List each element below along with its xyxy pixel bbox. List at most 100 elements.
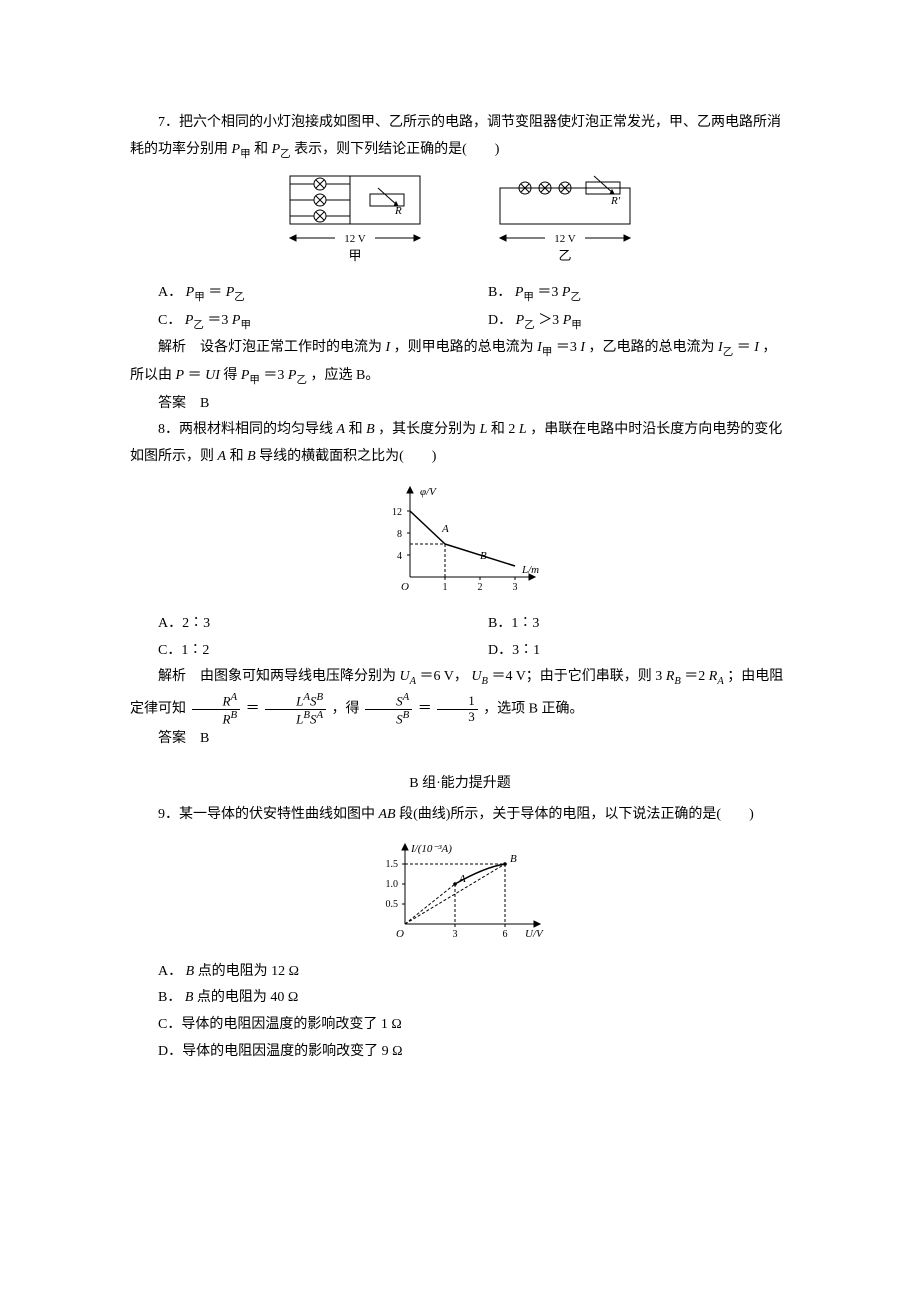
xlabel: L/m — [521, 564, 539, 576]
q8-opt-A: A．2∶3 — [130, 611, 460, 638]
var: P — [186, 285, 195, 300]
q8-opt-C: C．1∶2 — [130, 638, 460, 665]
q9-figure: 0.5 1.0 1.5 3 6 O I/(10⁻³A) U/V A B — [130, 834, 790, 955]
var: P — [516, 313, 525, 328]
text: ，其长度分别为 — [378, 422, 480, 437]
ytick: 1.0 — [386, 879, 399, 890]
sup: A — [230, 691, 237, 703]
var: A — [337, 422, 346, 437]
fraction-S: SA SB — [365, 692, 412, 726]
xtick: 2 — [478, 582, 483, 593]
text: 得 — [223, 368, 241, 383]
sub: 甲 — [571, 319, 582, 330]
text: ＝ — [246, 702, 260, 717]
circuit-yi-svg: R' 12 V 乙 — [490, 170, 640, 265]
sup: A — [316, 709, 323, 721]
sub: 甲 — [249, 375, 260, 386]
ytick: 4 — [397, 551, 402, 562]
q9-opt-B: B． B 点的电阻为 40 Ω — [130, 985, 790, 1012]
text: ，得 — [332, 702, 360, 717]
opt-body: 点的电阻为 12 Ω — [198, 964, 299, 979]
text: 和 — [349, 422, 367, 437]
fraction-1-3: 1 3 — [437, 694, 478, 724]
var: L — [519, 422, 527, 437]
var: U — [400, 669, 410, 684]
q7-opt-D: D． P乙 ＞3 P甲 — [460, 308, 790, 336]
q8-opt-B: B．1∶3 — [460, 611, 790, 638]
text: 导线的横截面积之比为( ) — [259, 449, 436, 464]
sub: 乙 — [723, 347, 734, 358]
var: B — [247, 449, 256, 464]
origin-O: O — [396, 928, 404, 940]
sub: 甲 — [240, 319, 251, 330]
q7-opt-A: A． P甲 ＝ P乙 — [130, 280, 460, 308]
sup: B — [303, 709, 310, 721]
sub: 乙 — [524, 319, 535, 330]
section-b-title: B 组·能力提升题 — [130, 771, 790, 798]
xtick: 3 — [453, 929, 458, 940]
var: U — [205, 368, 215, 383]
xlabel: U/V — [525, 928, 544, 940]
sub: 甲 — [542, 347, 553, 358]
origin-O: O — [401, 581, 409, 593]
q8-options-row1: A．2∶3 B．1∶3 — [130, 611, 790, 638]
q7-answer: 答案 B — [130, 391, 790, 418]
var: B — [185, 990, 194, 1005]
sub: 乙 — [570, 292, 581, 303]
q7-options-row2: C． P乙 ＝3 P甲 D． P乙 ＞3 P甲 — [130, 308, 790, 336]
var: U — [471, 669, 481, 684]
opt-pre: A． — [158, 964, 182, 979]
text: ＝3 — [556, 340, 577, 355]
text: ＝3 — [263, 368, 284, 383]
page: 7．把六个相同的小灯泡接成如图甲、乙所示的电路，调节变阻器使灯泡正常发光，甲、乙… — [0, 0, 920, 1302]
q9-stem: 9．某一导体的伏安特性曲线如图中 AB 段(曲线)所示，关于导体的电阻，以下说法… — [130, 802, 790, 829]
q8-options-row2: C．1∶2 D．3∶1 — [130, 638, 790, 665]
var: I — [386, 340, 391, 355]
opt-pre: D． — [488, 313, 512, 328]
text: 解析 设各灯泡正常工作时的电流为 — [158, 340, 382, 355]
text: ＝ — [188, 368, 202, 383]
var: I — [580, 340, 585, 355]
ytick: 1.5 — [386, 859, 399, 870]
ylabel: φ/V — [420, 486, 437, 498]
var: P — [176, 368, 185, 383]
var: I — [215, 368, 220, 383]
den: 3 — [437, 710, 478, 724]
var: P — [226, 285, 235, 300]
text: ＝ — [737, 340, 751, 355]
voltage-label: 12 V — [554, 233, 576, 245]
opt-mid: ＝3 — [537, 285, 558, 300]
ytick: 0.5 — [386, 899, 399, 910]
var: P — [563, 313, 572, 328]
sup: A — [303, 691, 310, 703]
sub: B — [674, 676, 680, 687]
sup: B — [316, 691, 323, 703]
opt-pre: C． — [158, 313, 181, 328]
text: 解析 由图象可知两导线电压降分别为 — [158, 669, 400, 684]
var: I — [754, 340, 759, 355]
point-B: B — [480, 550, 487, 562]
circuit-jia-svg: R 12 V 甲 — [280, 170, 430, 265]
text: ，应选 B。 — [310, 368, 379, 383]
q9-opt-C: C．导体的电阻因温度的影响改变了 1 Ω — [130, 1012, 790, 1039]
ytick: 12 — [392, 507, 402, 518]
xtick: 1 — [443, 582, 448, 593]
text: ＝2 — [684, 669, 705, 684]
sub: A — [410, 676, 416, 687]
text: ＝ — [418, 702, 432, 717]
q8-graph-svg: 4 8 12 1 2 3 O φ/V L/m A B — [370, 477, 550, 597]
var: AB — [379, 807, 396, 822]
ylabel: I/(10⁻³A) — [410, 843, 452, 855]
text: 8．两根材料相同的均匀导线 — [158, 422, 337, 437]
q9-opt-D: D．导体的电阻因温度的影响改变了 9 Ω — [130, 1039, 790, 1066]
caption-yi: 乙 — [558, 248, 571, 263]
sub: 甲 — [194, 292, 205, 303]
opt-body: 点的电阻为 40 Ω — [197, 990, 298, 1005]
point-A: A — [441, 523, 449, 535]
xtick: 3 — [513, 582, 518, 593]
text: ，选项 B 正确。 — [483, 702, 583, 717]
sub: 甲 — [523, 292, 534, 303]
caption-jia: 甲 — [348, 248, 361, 263]
q8-opt-D: D．3∶1 — [460, 638, 790, 665]
q9-opt-A: A． B 点的电阻为 12 Ω — [130, 959, 790, 986]
